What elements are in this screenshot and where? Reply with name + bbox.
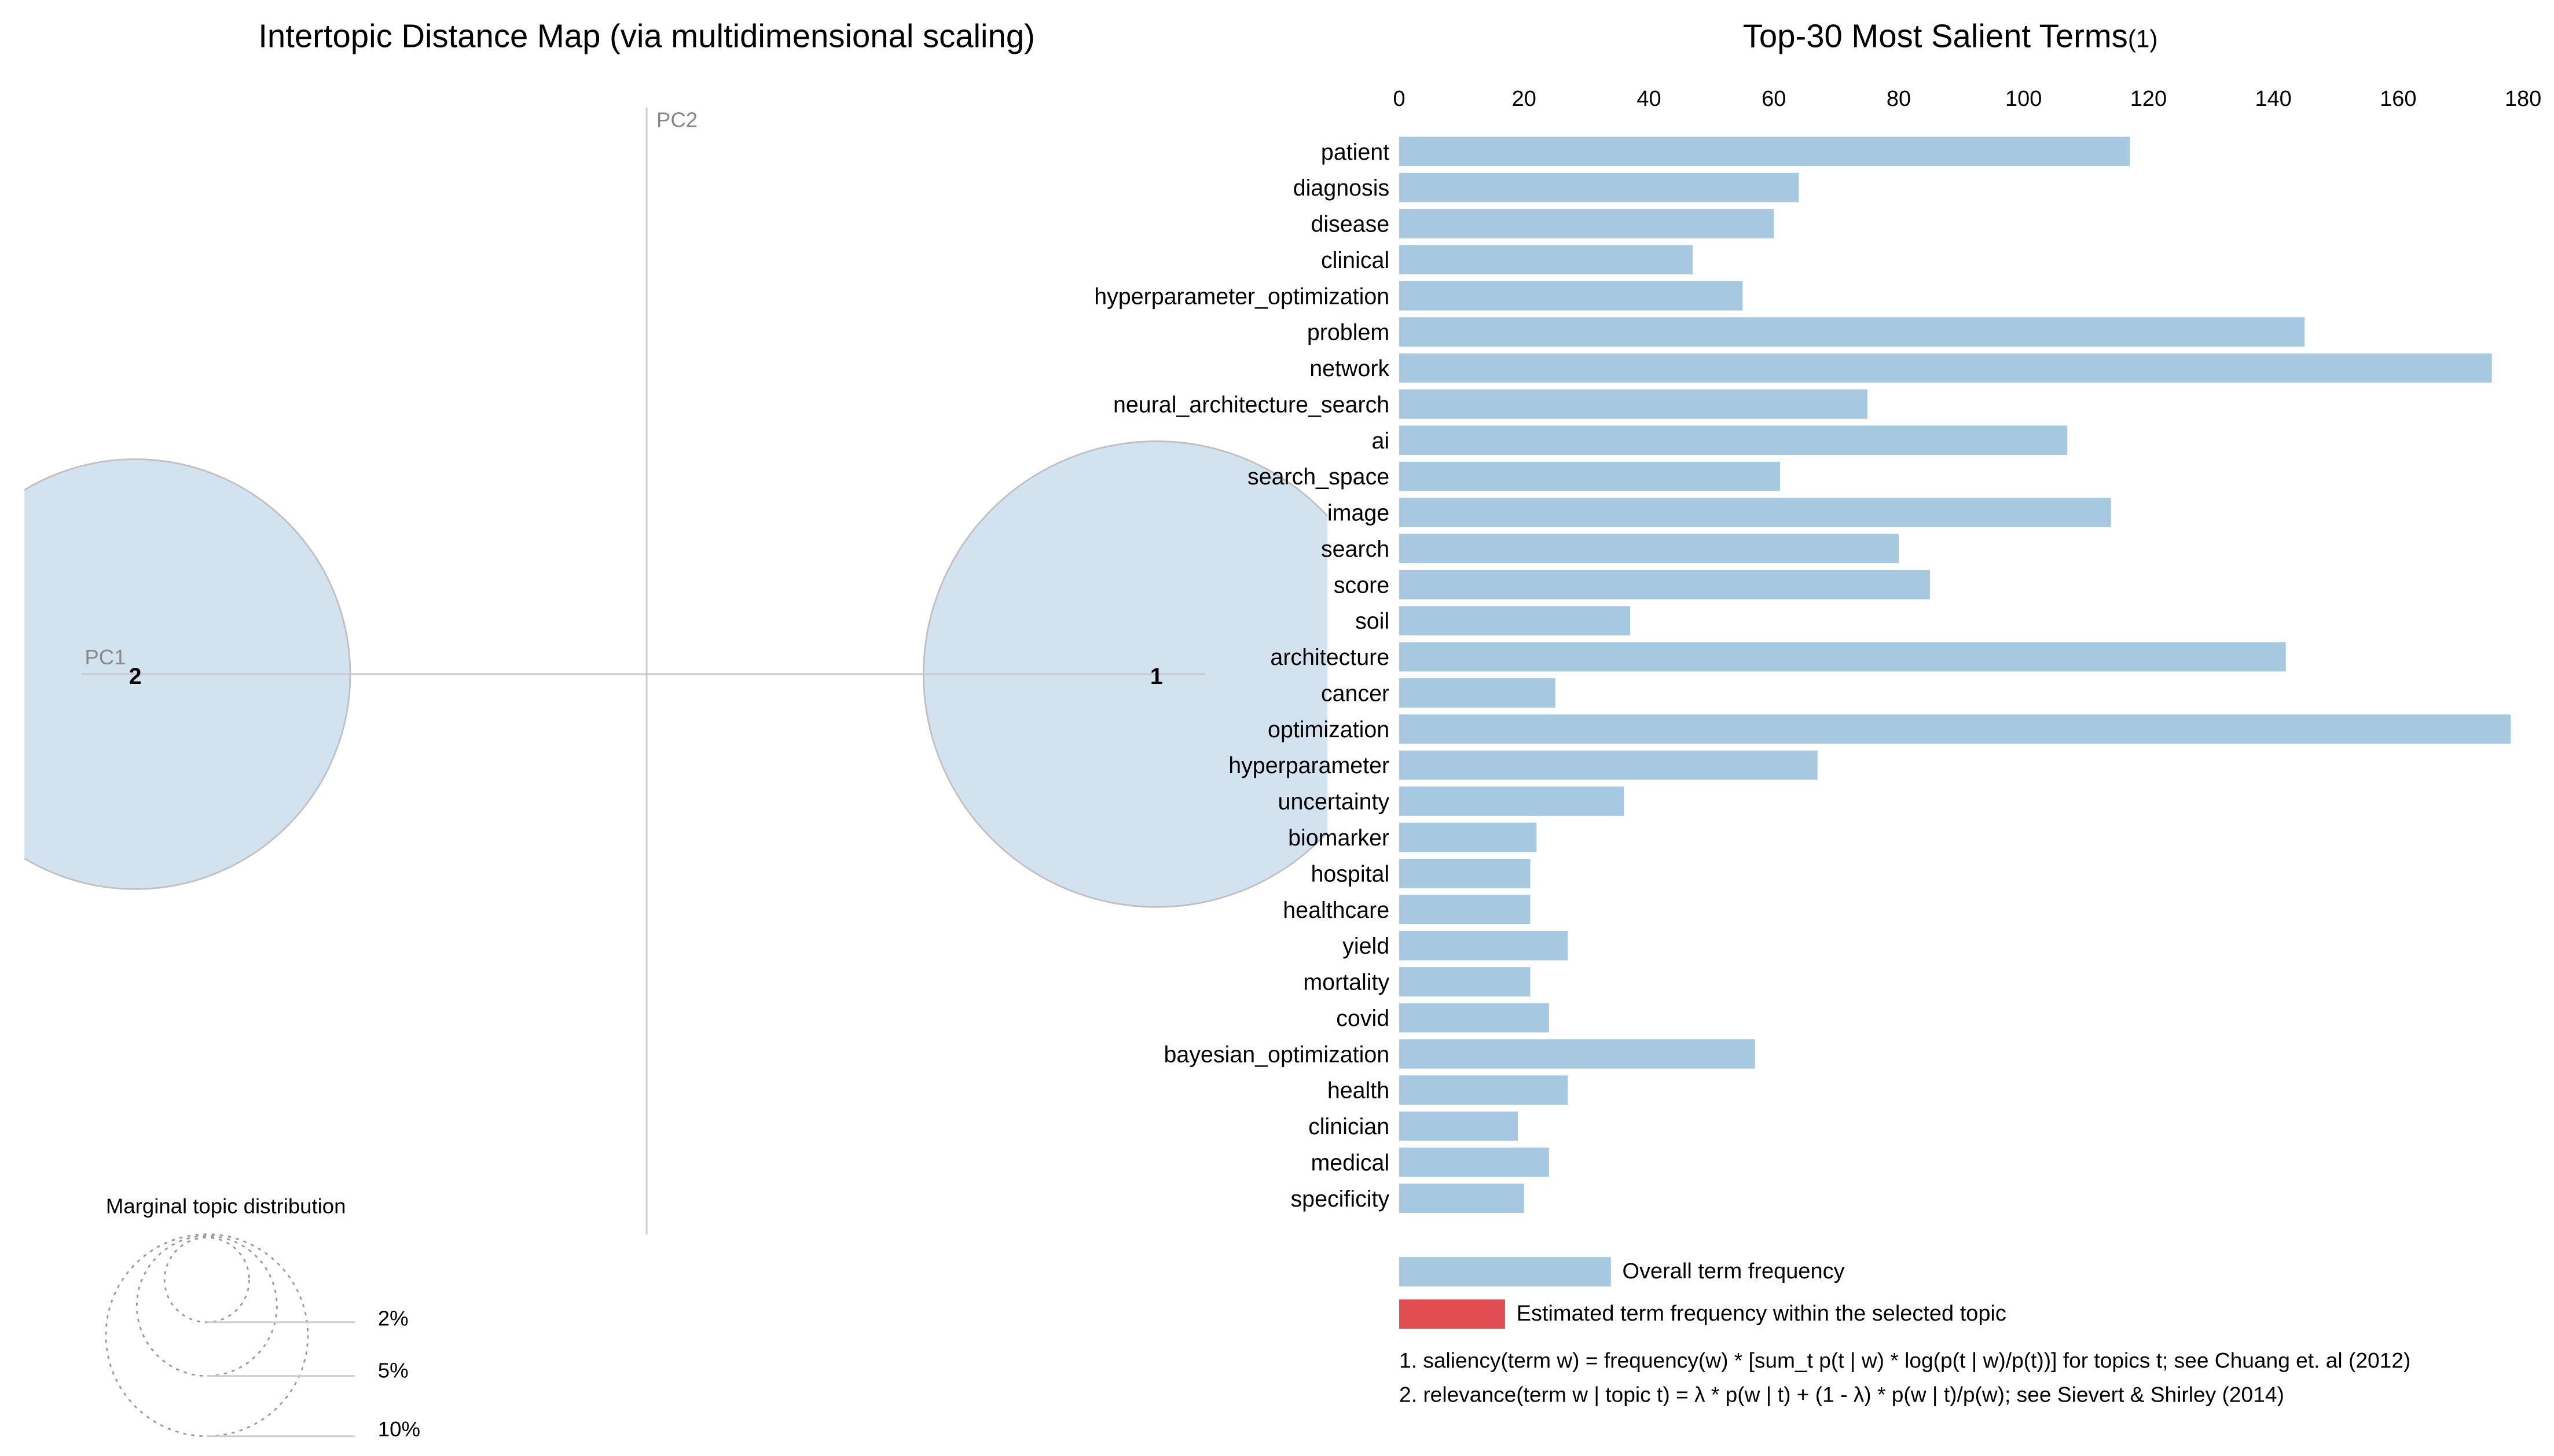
term-label[interactable]: network bbox=[1309, 356, 1389, 381]
term-label[interactable]: disease bbox=[1311, 212, 1389, 237]
term-label[interactable]: neural_architecture_search bbox=[1113, 392, 1389, 417]
marginal-legend-circles bbox=[105, 1233, 309, 1437]
term-label[interactable]: health bbox=[1327, 1078, 1389, 1104]
footnote-saliency: 1. saliency(term w) = frequency(w) * [su… bbox=[1399, 1348, 2410, 1373]
legend-circle-2pct bbox=[163, 1237, 250, 1323]
salient-terms-title: Top-30 Most Salient Terms(1) bbox=[1743, 18, 2158, 54]
x-tick-label: 160 bbox=[2380, 87, 2416, 111]
bar-image[interactable] bbox=[1399, 498, 2111, 527]
topic-label-1[interactable]: 1 bbox=[1150, 664, 1163, 689]
bar-search_space[interactable] bbox=[1399, 461, 1781, 491]
term-label[interactable]: cancer bbox=[1321, 681, 1389, 706]
bar-specificity[interactable] bbox=[1399, 1183, 1524, 1214]
bar-ai[interactable] bbox=[1399, 425, 2068, 455]
term-label[interactable]: search bbox=[1321, 536, 1389, 562]
pc1-label: PC1 bbox=[85, 645, 126, 669]
term-label[interactable]: yield bbox=[1342, 933, 1389, 959]
term-label[interactable]: uncertainty bbox=[1278, 789, 1390, 815]
bar-biomarker[interactable] bbox=[1399, 822, 1537, 852]
x-axis-ticks: 0 20 40 60 80 100 120 140 160 180 bbox=[1393, 87, 2541, 111]
term-label[interactable]: clinical bbox=[1321, 248, 1389, 273]
x-tick-label: 0 bbox=[1393, 87, 1405, 111]
legend-level-10pct: 10% bbox=[378, 1417, 420, 1441]
bar-cancer[interactable] bbox=[1399, 678, 1555, 708]
term-label[interactable]: search_space bbox=[1247, 464, 1389, 490]
legend-swatch-estimated bbox=[1399, 1299, 1505, 1329]
topic-label-2[interactable]: 2 bbox=[129, 664, 142, 689]
bar-medical[interactable] bbox=[1399, 1148, 1549, 1177]
intertopic-map-title: Intertopic Distance Map (via multidimens… bbox=[258, 18, 1035, 54]
bar-covid[interactable] bbox=[1399, 1003, 1549, 1033]
bar-hyperparameter[interactable] bbox=[1399, 750, 1818, 780]
term-label[interactable]: clinician bbox=[1308, 1114, 1389, 1139]
term-label[interactable]: biomarker bbox=[1288, 825, 1389, 851]
term-label[interactable]: hyperparameter bbox=[1228, 753, 1389, 778]
footnote-relevance: 2. relevance(term w | topic t) = λ * p(w… bbox=[1399, 1383, 2284, 1407]
term-label[interactable]: healthcare bbox=[1283, 898, 1389, 923]
bar-uncertainty[interactable] bbox=[1399, 786, 1624, 816]
bar-health[interactable] bbox=[1399, 1075, 1568, 1105]
bar-score[interactable] bbox=[1399, 569, 1930, 600]
term-label[interactable]: medical bbox=[1311, 1150, 1389, 1175]
legend-circle-10pct bbox=[105, 1233, 309, 1437]
bar-hospital[interactable] bbox=[1399, 858, 1531, 888]
bar-neural_architecture_search[interactable] bbox=[1399, 389, 1868, 419]
x-tick-label: 100 bbox=[2005, 87, 2042, 111]
term-label[interactable]: bayesian_optimization bbox=[1164, 1042, 1390, 1067]
bar-optimization[interactable] bbox=[1399, 714, 2511, 744]
bar-yield[interactable] bbox=[1399, 931, 1568, 961]
pc2-label: PC2 bbox=[656, 108, 698, 131]
term-label[interactable]: image bbox=[1327, 501, 1389, 526]
term-label[interactable]: score bbox=[1334, 572, 1389, 598]
term-label[interactable]: hyperparameter_optimization bbox=[1094, 284, 1389, 309]
legend-circle-5pct bbox=[135, 1235, 278, 1377]
legend-swatch-overall bbox=[1399, 1257, 1611, 1286]
x-tick-label: 140 bbox=[2255, 87, 2291, 111]
x-tick-label: 60 bbox=[1762, 87, 1786, 111]
bar-soil[interactable] bbox=[1399, 606, 1631, 635]
bar-problem[interactable] bbox=[1399, 317, 2305, 347]
bar-mortality[interactable] bbox=[1399, 967, 1531, 997]
term-label[interactable]: soil bbox=[1355, 609, 1389, 634]
term-label[interactable]: covid bbox=[1336, 1006, 1389, 1031]
legend-estimated-label: Estimated term frequency within the sele… bbox=[1517, 1301, 2006, 1326]
bar-patient[interactable] bbox=[1399, 137, 2130, 167]
legend-overall-label: Overall term frequency bbox=[1623, 1259, 1845, 1284]
bar-disease[interactable] bbox=[1399, 209, 1774, 238]
term-label[interactable]: optimization bbox=[1268, 717, 1389, 742]
term-label[interactable]: problem bbox=[1307, 320, 1389, 345]
legend-level-5pct: 5% bbox=[378, 1358, 409, 1382]
bar-diagnosis[interactable] bbox=[1399, 172, 1799, 203]
term-label[interactable]: patient bbox=[1321, 139, 1389, 165]
x-tick-label: 40 bbox=[1636, 87, 1661, 111]
bar-bayesian_optimization[interactable] bbox=[1399, 1039, 1755, 1069]
legend-level-2pct: 2% bbox=[378, 1306, 409, 1330]
term-label[interactable]: diagnosis bbox=[1293, 175, 1389, 201]
bars: patient diagnosis disease clinical hyperpara… bbox=[1094, 137, 2511, 1214]
term-label[interactable]: architecture bbox=[1270, 645, 1389, 670]
x-tick-label: 20 bbox=[1512, 87, 1536, 111]
bar-network[interactable] bbox=[1399, 353, 2492, 383]
x-tick-label: 180 bbox=[2505, 87, 2541, 111]
bar-hyperparameter_optimization[interactable] bbox=[1399, 281, 1743, 311]
x-tick-label: 120 bbox=[2130, 87, 2167, 111]
term-label[interactable]: ai bbox=[1372, 428, 1390, 454]
bar-clinical[interactable] bbox=[1399, 245, 1693, 275]
bar-architecture[interactable] bbox=[1399, 642, 2286, 672]
x-tick-label: 80 bbox=[1887, 87, 1911, 111]
term-label[interactable]: specificity bbox=[1290, 1186, 1389, 1212]
bar-search[interactable] bbox=[1399, 534, 1899, 564]
bar-clinician[interactable] bbox=[1399, 1111, 1518, 1141]
bar-healthcare[interactable] bbox=[1399, 895, 1531, 925]
term-label[interactable]: mortality bbox=[1303, 970, 1389, 995]
marginal-legend-title: Marginal topic distribution bbox=[106, 1194, 346, 1218]
term-label[interactable]: hospital bbox=[1311, 861, 1389, 887]
